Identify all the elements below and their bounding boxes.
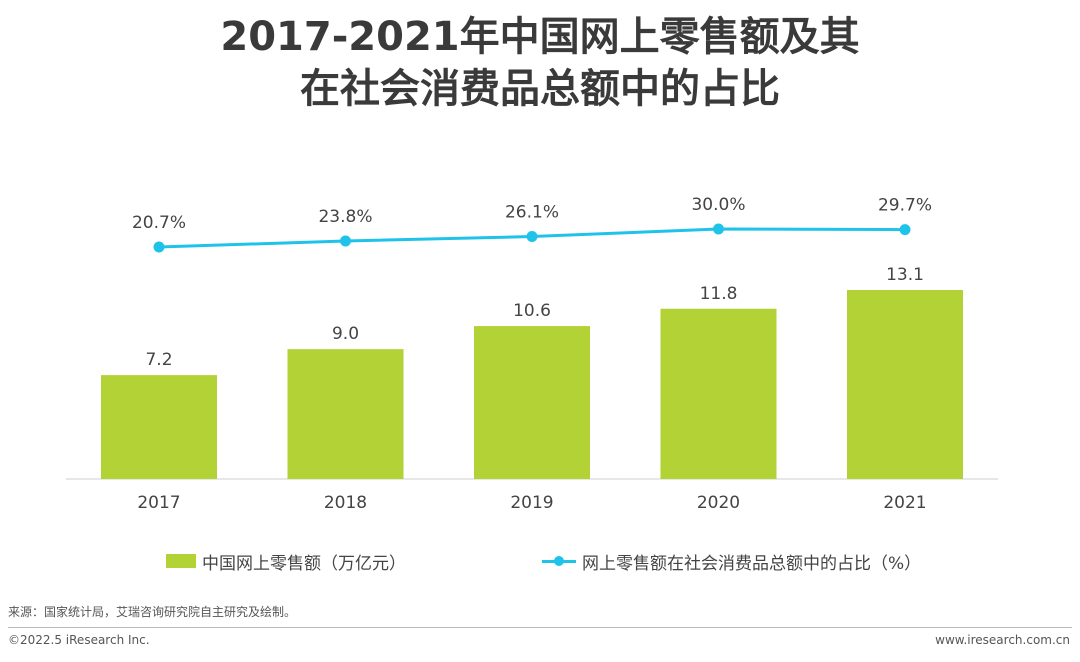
line-value-label-2020: 30.0% <box>691 195 745 215</box>
line-point-2017 <box>153 241 165 253</box>
legend-line-swatch <box>542 554 576 568</box>
chart-title-line-2: 在社会消费品总额中的占比 <box>300 66 780 112</box>
line-value-label-2018: 23.8% <box>318 207 372 227</box>
bar-2019 <box>474 326 590 479</box>
bar-value-label-2019: 10.6 <box>513 301 551 321</box>
line-value-label-2021: 29.7% <box>878 196 932 216</box>
bar-2017 <box>101 375 217 479</box>
chart-plot-area: 7.2 2017 9.0 2018 10.6 2019 11.8 2020 13.1 2021 20… <box>66 195 998 513</box>
line-value-label-2019: 26.1% <box>505 203 559 223</box>
x-tick-label-2018: 2018 <box>324 493 367 513</box>
line-point-2018 <box>340 235 351 247</box>
legend-line-label: 网上零售额在社会消费品总额中的占比（%） <box>582 553 922 574</box>
line-point-2019 <box>526 231 538 243</box>
line-point-2020 <box>713 223 724 235</box>
footer-divider <box>8 627 1072 628</box>
legend-item-line: 网上零售额在社会消费品总额中的占比（%） <box>542 549 922 574</box>
legend-bar-label: 中国网上零售额（万亿元） <box>202 553 406 574</box>
copyright-text: ©2022.5 iResearch Inc. <box>8 633 150 647</box>
source-note: 来源：国家统计局，艾瑞咨询研究院自主研究及绘制。 <box>8 605 297 619</box>
x-tick-label-2021: 2021 <box>883 493 926 513</box>
bar-value-label-2020: 11.8 <box>700 284 738 304</box>
website-link[interactable]: www.iresearch.com.cn <box>935 633 1070 647</box>
bar-2018 <box>287 349 404 479</box>
bar-value-label-2021: 13.1 <box>886 265 924 285</box>
line-value-label-2017: 20.7% <box>132 213 186 233</box>
chart-title-line-1: 2017-2021年中国网上零售额及其 <box>220 14 860 60</box>
legend-bar-swatch <box>166 554 196 568</box>
bar-2020 <box>660 308 777 479</box>
x-tick-label-2019: 2019 <box>510 493 553 513</box>
x-tick-label-2020: 2020 <box>697 493 740 513</box>
line-point-2021 <box>899 224 911 236</box>
bar-value-label-2017: 7.2 <box>145 350 172 370</box>
legend-item-bar: 中国网上零售额（万亿元） <box>166 549 406 574</box>
bar-value-label-2018: 9.0 <box>332 324 359 344</box>
bar-2021 <box>847 290 963 479</box>
x-tick-label-2017: 2017 <box>137 493 180 513</box>
